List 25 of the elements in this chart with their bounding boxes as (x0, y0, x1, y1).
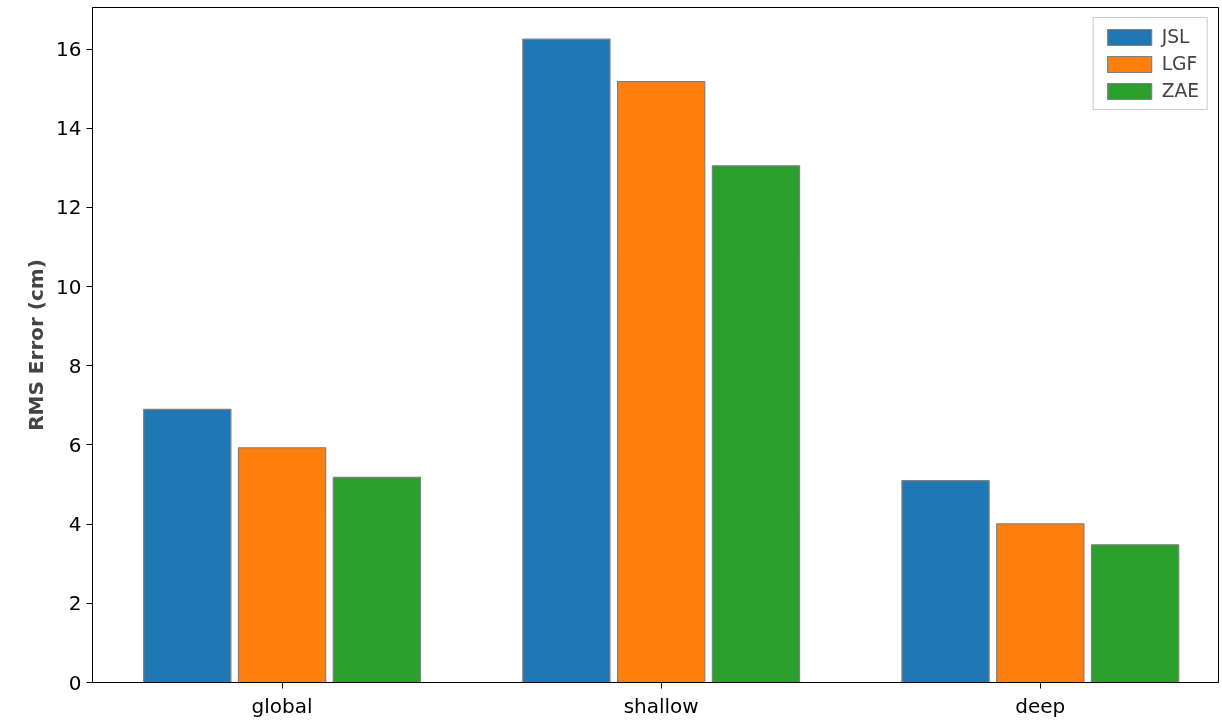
y-tick-label: 14 (56, 116, 82, 141)
bar (1090, 544, 1180, 683)
bar (996, 523, 1085, 683)
bar (616, 80, 706, 683)
legend-label: JSL (1161, 26, 1190, 47)
x-tick-label: deep (1015, 693, 1066, 718)
y-axis-title: RMS Error (cm) (24, 259, 49, 431)
y-tick-label: 0 (68, 670, 82, 695)
legend-label: LGF (1161, 53, 1198, 74)
bar (143, 408, 232, 683)
y-tick-label: 2 (68, 591, 82, 616)
y-tick-label: 4 (68, 512, 82, 537)
bar (711, 165, 801, 683)
bar (237, 447, 327, 683)
bar (522, 38, 611, 683)
y-tick-label: 12 (56, 195, 82, 220)
bar (901, 479, 990, 683)
legend-label: ZAE (1161, 80, 1199, 101)
bar (332, 476, 422, 683)
y-tick-label: 16 (56, 37, 82, 62)
x-tick-label: global (251, 693, 313, 718)
y-tick-label: 8 (68, 353, 82, 378)
y-tick-label: 10 (56, 274, 82, 299)
y-tick-label: 6 (68, 432, 82, 457)
x-tick-label: shallow (623, 693, 699, 718)
